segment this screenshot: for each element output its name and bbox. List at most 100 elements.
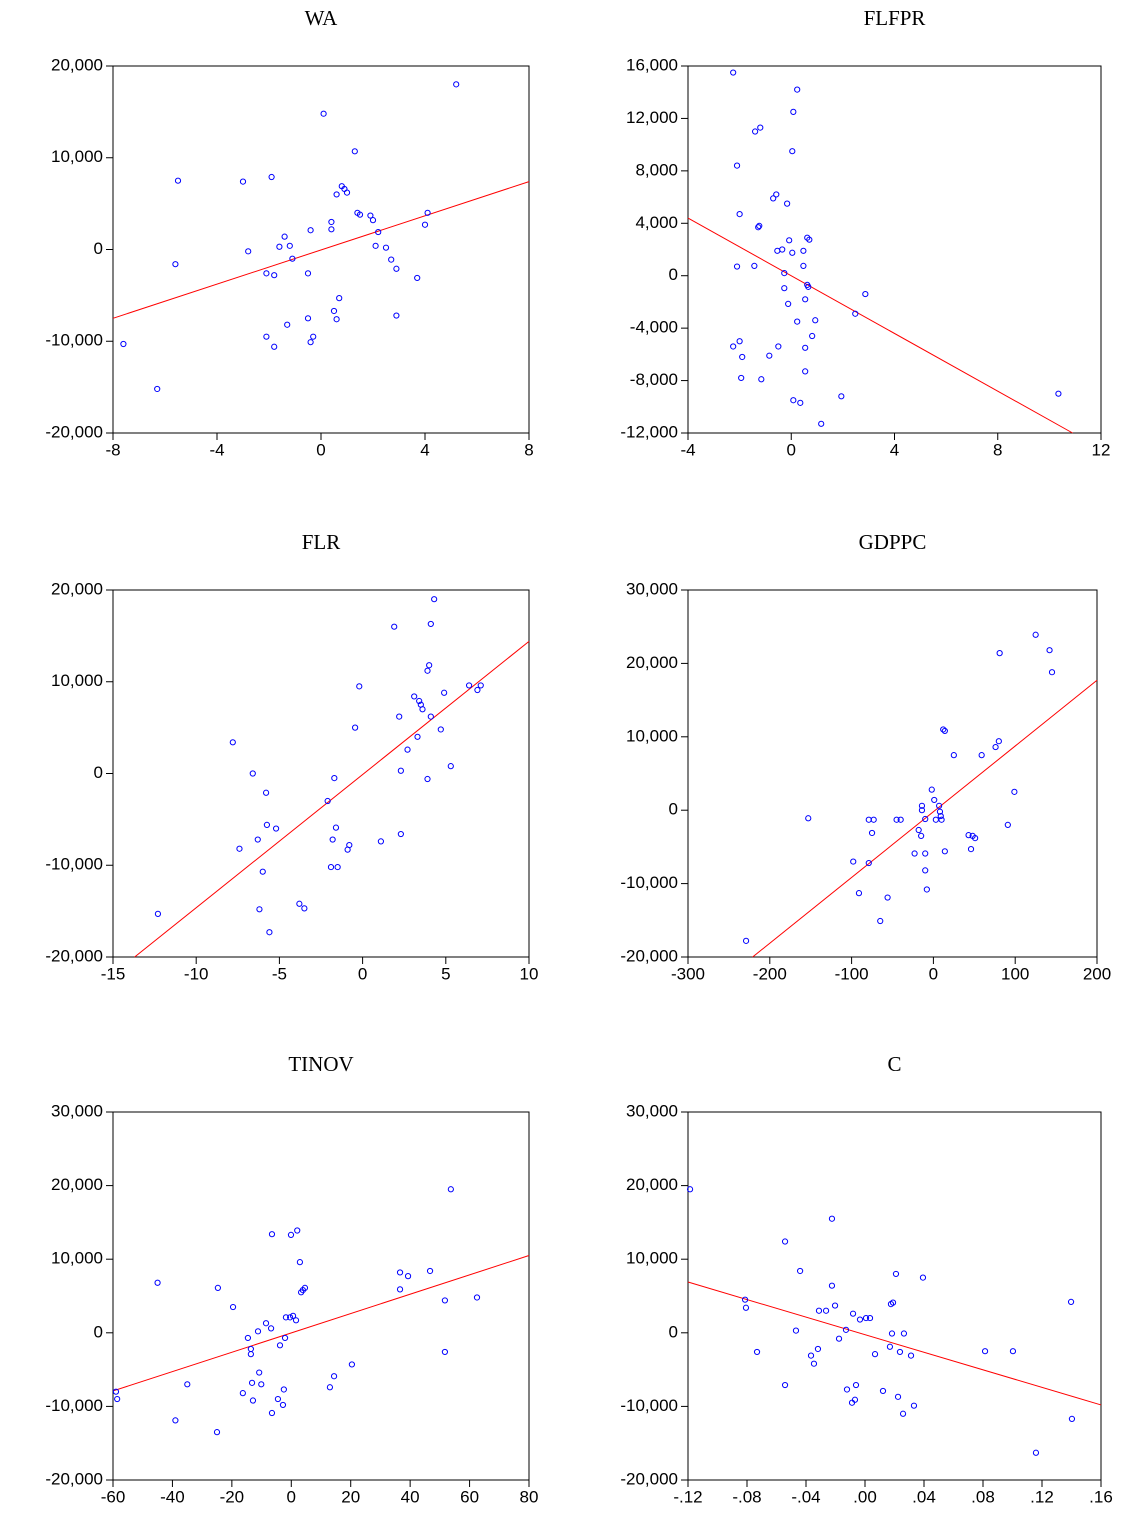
point — [284, 321, 291, 328]
point — [294, 1227, 301, 1234]
point — [1009, 1348, 1017, 1355]
point — [328, 226, 335, 233]
y-tick-label: 20,000 — [626, 653, 678, 672]
point — [896, 1348, 904, 1356]
point — [263, 270, 270, 277]
point — [256, 1369, 263, 1376]
point — [870, 816, 877, 823]
point — [473, 1294, 481, 1301]
point — [336, 295, 343, 302]
point — [852, 310, 859, 317]
point — [244, 1334, 252, 1342]
point — [356, 683, 363, 690]
point — [369, 217, 377, 224]
point — [915, 826, 922, 834]
point — [736, 211, 743, 218]
point — [871, 1351, 879, 1358]
chart-title: C — [887, 1052, 901, 1076]
point — [812, 317, 819, 324]
point — [730, 69, 737, 76]
point — [884, 894, 891, 901]
point — [1055, 390, 1062, 397]
x-tick-label: 0 — [929, 964, 938, 983]
y-tick-label: -12,000 — [620, 422, 678, 441]
point — [274, 1395, 282, 1403]
point — [426, 1267, 434, 1275]
point — [856, 1316, 864, 1323]
point — [352, 724, 359, 731]
point — [893, 816, 900, 823]
point — [289, 1312, 297, 1319]
y-tick-label: 8,000 — [635, 160, 678, 179]
point — [950, 752, 957, 759]
point — [774, 247, 781, 254]
point — [838, 393, 845, 400]
point — [978, 752, 985, 759]
point — [781, 285, 788, 292]
point — [894, 1393, 902, 1400]
y-tick-label: -4,000 — [630, 318, 678, 337]
point — [377, 838, 385, 845]
point — [848, 1399, 856, 1406]
point — [343, 189, 351, 196]
point — [307, 227, 314, 234]
point — [843, 1386, 851, 1393]
point — [789, 148, 796, 155]
point — [802, 296, 809, 303]
y-tick-label: 30,000 — [626, 579, 678, 598]
point — [923, 886, 930, 893]
point — [333, 191, 340, 198]
x-tick-label: -.04 — [791, 1487, 820, 1506]
point — [301, 905, 308, 912]
point — [279, 1401, 287, 1409]
point — [742, 1304, 750, 1311]
point — [965, 832, 972, 839]
y-tick-label: 20,000 — [51, 55, 103, 74]
x-tick-label: -100 — [835, 964, 869, 983]
x-tick-label: 8 — [993, 440, 1002, 459]
point — [416, 697, 423, 705]
point — [333, 316, 340, 323]
point — [276, 1342, 284, 1349]
fit-line — [687, 1281, 1102, 1406]
point — [397, 767, 404, 774]
point — [922, 850, 929, 857]
point — [239, 1390, 246, 1397]
point — [831, 1302, 839, 1309]
x-tick-label: 200 — [1083, 964, 1111, 983]
point — [254, 1328, 262, 1335]
point — [214, 1284, 221, 1292]
point — [1046, 647, 1053, 654]
point — [249, 1397, 257, 1404]
point — [372, 242, 379, 249]
point — [888, 1330, 896, 1337]
point — [426, 662, 433, 669]
point — [248, 1379, 256, 1386]
fit-line — [687, 217, 1073, 434]
x-tick-label: 5 — [441, 964, 450, 983]
point — [334, 863, 341, 871]
point — [286, 1314, 294, 1321]
x-tick-label: -60 — [101, 1487, 126, 1506]
point — [736, 338, 743, 345]
point — [441, 1348, 449, 1356]
x-tick-label: .12 — [1030, 1487, 1054, 1506]
point — [393, 312, 400, 319]
point — [815, 1307, 823, 1314]
fit-line — [112, 1255, 530, 1392]
point — [936, 802, 943, 809]
x-tick-label: 4 — [890, 440, 899, 459]
point — [751, 262, 758, 269]
point — [411, 693, 418, 700]
point — [800, 262, 807, 269]
y-tick-label: -10,000 — [620, 873, 678, 892]
point — [766, 352, 773, 359]
y-tick-label: 0 — [94, 239, 103, 258]
point — [419, 706, 426, 713]
point — [802, 368, 809, 375]
point — [292, 1317, 300, 1324]
y-tick-label: 0 — [94, 763, 103, 782]
x-tick-label: -15 — [101, 964, 126, 983]
x-tick-label: 60 — [460, 1487, 479, 1506]
point — [267, 1325, 275, 1332]
